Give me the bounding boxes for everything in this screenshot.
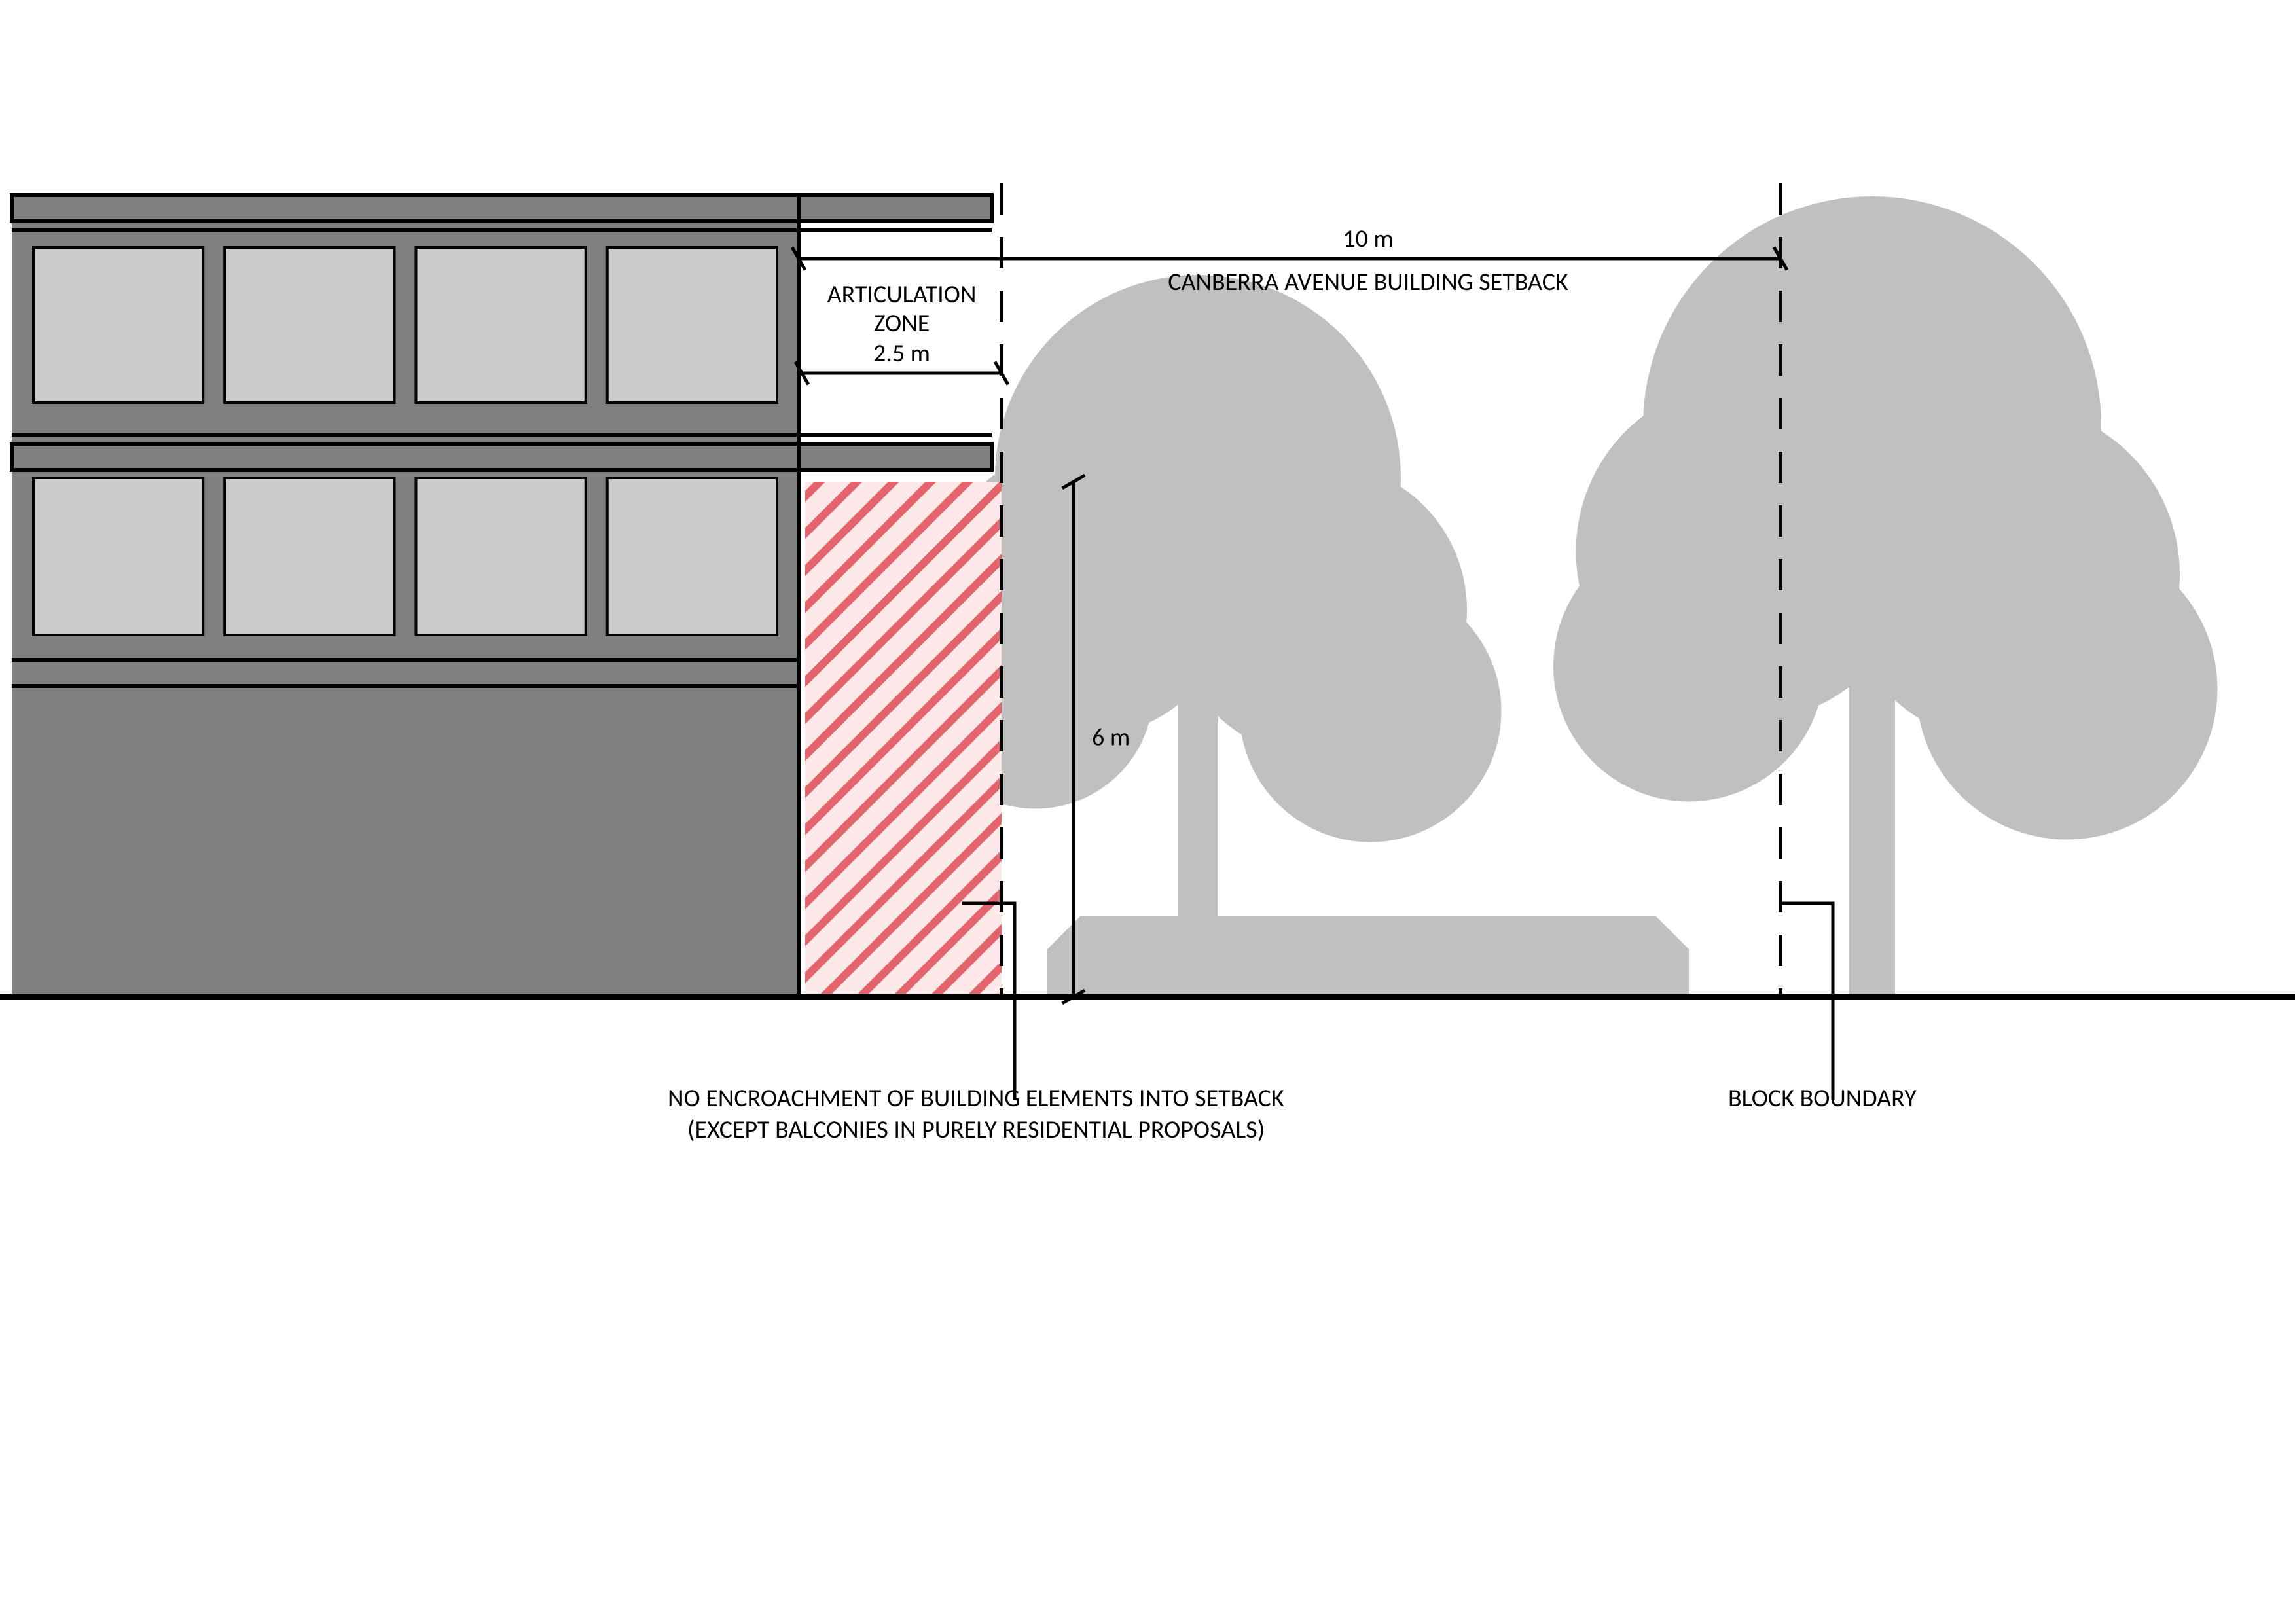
planter	[1047, 916, 1689, 997]
window	[416, 247, 586, 403]
dim-10m-label: 10 m	[1343, 224, 1393, 254]
dim-6m-label: 6 m	[1092, 723, 1130, 753]
no-encroach-label-2: (EXCEPT BALCONIES IN PURELY RESIDENTIAL …	[687, 1115, 1265, 1145]
window	[607, 247, 777, 403]
boundary-label: BLOCK BOUNDARY	[1728, 1083, 1917, 1113]
setback-label: CANBERRA AVENUE BUILDING SETBACK	[1168, 267, 1568, 297]
dim-2p5m-label: 2.5 m	[873, 338, 930, 369]
window	[33, 247, 203, 403]
hatch-zone	[805, 482, 1002, 997]
artic-zone-label-2: ZONE	[874, 308, 930, 338]
window	[607, 478, 777, 635]
window	[225, 478, 394, 635]
no-encroach-label-1: NO ENCROACHMENT OF BUILDING ELEMENTS INT…	[668, 1083, 1284, 1113]
window	[33, 478, 203, 635]
window	[416, 478, 586, 635]
window	[225, 247, 394, 403]
artic-zone-label-1: ARTICULATION	[827, 280, 977, 310]
